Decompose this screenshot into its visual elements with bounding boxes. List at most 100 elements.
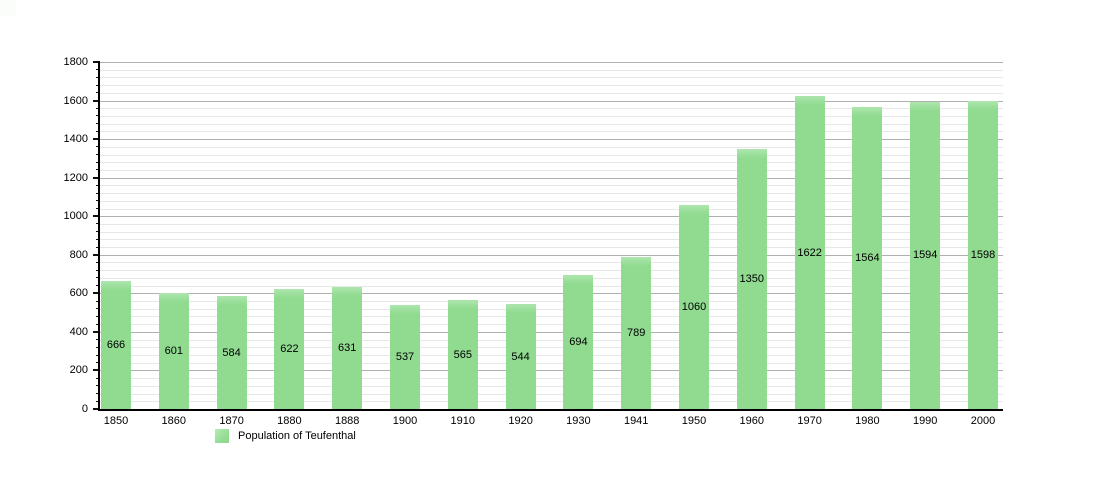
major-gridline bbox=[100, 370, 1003, 372]
x-axis-label: 2000 bbox=[970, 415, 996, 427]
corner-artifact bbox=[0, 0, 16, 16]
bar-value-label: 1622 bbox=[797, 246, 822, 259]
bar bbox=[216, 296, 247, 409]
bar-value-label: 537 bbox=[395, 351, 415, 364]
major-gridline bbox=[100, 62, 1003, 63]
x-axis-label: 1880 bbox=[277, 415, 302, 427]
major-gridline bbox=[100, 216, 1003, 218]
bar-value-label: 544 bbox=[511, 350, 530, 363]
minor-gridline bbox=[100, 123, 1003, 125]
x-axis-label: 1930 bbox=[566, 415, 591, 427]
bar-value-label: 666 bbox=[106, 338, 126, 351]
bar bbox=[563, 275, 594, 409]
minor-gridline bbox=[100, 200, 1003, 202]
y-major-tick bbox=[93, 215, 100, 218]
bar bbox=[447, 300, 478, 409]
minor-gridline bbox=[100, 239, 1003, 241]
bar-value-label: 622 bbox=[280, 343, 299, 356]
minor-gridline bbox=[100, 146, 1003, 148]
y-axis-label: 200 bbox=[69, 364, 88, 377]
minor-gridline bbox=[100, 223, 1003, 225]
minor-gridline bbox=[100, 154, 1003, 156]
bar-value-label: 1598 bbox=[970, 248, 996, 261]
bar bbox=[736, 148, 767, 409]
x-axis-label: 1950 bbox=[681, 415, 707, 427]
major-gridline bbox=[100, 331, 1003, 333]
bar-value-label: 601 bbox=[164, 345, 183, 358]
minor-gridline bbox=[100, 193, 1003, 195]
y-major-tick bbox=[93, 61, 100, 63]
major-gridline bbox=[100, 254, 1003, 256]
minor-gridline bbox=[100, 92, 1003, 94]
minor-gridline bbox=[100, 108, 1003, 110]
minor-gridline bbox=[100, 231, 1003, 233]
minor-gridline bbox=[100, 308, 1003, 310]
bar bbox=[390, 305, 420, 409]
y-major-tick bbox=[93, 292, 100, 295]
x-axis-label: 1941 bbox=[623, 415, 649, 427]
x-axis-label: 1850 bbox=[103, 415, 129, 427]
y-major-tick bbox=[93, 176, 100, 179]
bar bbox=[621, 256, 652, 409]
bar bbox=[968, 100, 998, 409]
minor-gridline bbox=[100, 247, 1003, 249]
bar-value-label: 1060 bbox=[681, 300, 707, 313]
minor-gridline bbox=[100, 270, 1003, 272]
minor-gridline bbox=[100, 378, 1003, 380]
minor-gridline bbox=[100, 208, 1003, 210]
y-axis-line bbox=[98, 61, 100, 411]
y-axis-label: 600 bbox=[69, 287, 88, 300]
minor-gridline bbox=[100, 393, 1003, 395]
minor-gridline bbox=[100, 277, 1003, 279]
y-axis-label: 400 bbox=[69, 325, 88, 338]
bar bbox=[332, 287, 363, 409]
x-axis-label: 1860 bbox=[161, 415, 187, 427]
bar-value-label: 631 bbox=[338, 342, 357, 355]
legend: Population of Teufenthal bbox=[215, 429, 356, 443]
minor-gridline bbox=[100, 169, 1003, 171]
major-gridline bbox=[100, 100, 1003, 102]
x-axis-label: 1980 bbox=[855, 415, 880, 427]
x-axis-line bbox=[98, 409, 1003, 411]
y-axis-label: 1800 bbox=[63, 56, 88, 68]
y-major-tick bbox=[93, 369, 100, 372]
x-axis-label: 1888 bbox=[334, 415, 360, 427]
bar-value-label: 1350 bbox=[739, 272, 765, 285]
x-axis-label: 1910 bbox=[450, 415, 476, 427]
x-axis-label: 1990 bbox=[912, 415, 938, 427]
y-axis-label: 800 bbox=[69, 248, 88, 261]
bar bbox=[274, 289, 305, 409]
y-axis-label: 1000 bbox=[63, 210, 88, 223]
minor-gridline bbox=[100, 162, 1003, 164]
x-axis-label: 1870 bbox=[219, 415, 244, 427]
bar bbox=[101, 280, 131, 409]
legend-swatch-icon bbox=[215, 429, 229, 443]
major-gridline bbox=[100, 177, 1003, 179]
minor-gridline bbox=[100, 316, 1003, 318]
x-axis-label: 1960 bbox=[739, 415, 765, 427]
minor-gridline bbox=[100, 131, 1003, 133]
minor-gridline bbox=[100, 262, 1003, 264]
bar-value-label: 1564 bbox=[855, 252, 880, 265]
y-major-tick bbox=[93, 99, 100, 102]
minor-gridline bbox=[100, 115, 1003, 117]
minor-gridline bbox=[100, 355, 1003, 357]
major-gridline bbox=[100, 293, 1003, 295]
minor-gridline bbox=[100, 339, 1003, 341]
bar bbox=[505, 304, 536, 409]
minor-gridline bbox=[100, 285, 1003, 287]
y-axis-label: 1600 bbox=[63, 94, 88, 107]
bar-value-label: 789 bbox=[627, 326, 646, 339]
minor-gridline bbox=[100, 347, 1003, 349]
minor-gridline bbox=[100, 324, 1003, 326]
minor-gridline bbox=[100, 362, 1003, 364]
bar bbox=[852, 107, 883, 409]
minor-gridline bbox=[100, 301, 1003, 303]
bar bbox=[794, 96, 825, 409]
major-gridline bbox=[100, 139, 1003, 141]
y-axis-label: 0 bbox=[81, 403, 88, 415]
x-axis-label: 1900 bbox=[392, 415, 418, 427]
minor-gridline bbox=[100, 185, 1003, 187]
x-axis-label: 1920 bbox=[508, 415, 533, 427]
y-axis-label: 1400 bbox=[63, 133, 88, 146]
